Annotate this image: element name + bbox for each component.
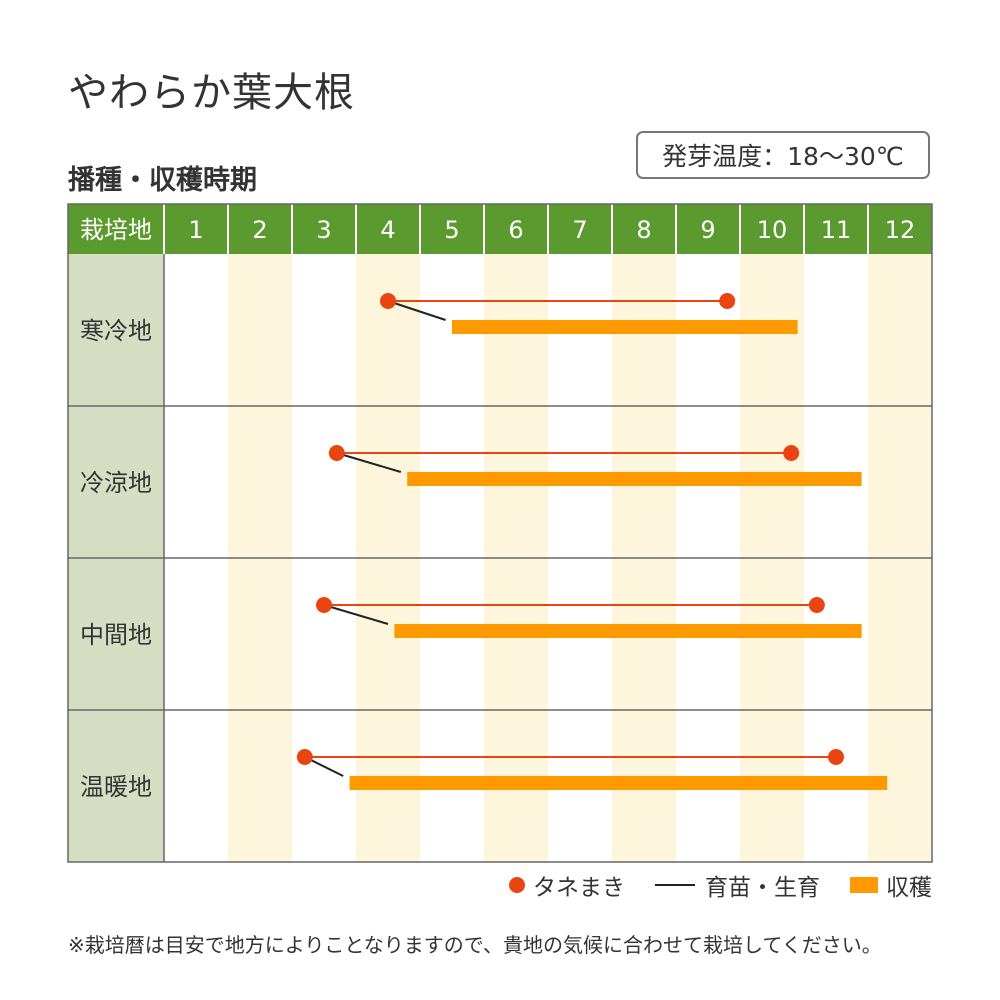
legend-harvest: 収穫 <box>850 868 932 902</box>
page-title: やわらか葉大根 <box>68 70 355 116</box>
legend-sowing: タネまき <box>509 868 625 902</box>
month-label: 6 <box>508 216 523 244</box>
month-label: 7 <box>572 216 587 244</box>
row-label: 冷涼地 <box>80 469 152 497</box>
legend-seedling-label: 育苗・生育 <box>705 875 820 901</box>
month-label: 8 <box>636 216 651 244</box>
sowing-start-point <box>316 597 332 613</box>
row-label-bg <box>68 710 164 862</box>
legend-seedling: 育苗・生育 <box>655 868 820 902</box>
harvest-bar <box>407 472 862 486</box>
row-label-bg <box>68 558 164 710</box>
harvest-bar <box>452 320 798 334</box>
sowing-end-point <box>783 445 800 461</box>
month-label: 3 <box>316 216 331 244</box>
legend-harvest-label: 収穫 <box>886 875 932 901</box>
legend-sowing-label: タネまき <box>533 875 625 901</box>
chart-border <box>67 203 933 863</box>
row-label: 寒冷地 <box>80 317 152 345</box>
header-row <box>68 204 932 254</box>
footnote: ※栽培暦は目安で地方によりことなりますので、貴地の気候に合わせて栽培してください… <box>68 933 882 957</box>
chart-legend: タネまき 育苗・生育 収穫 <box>0 868 932 902</box>
seedling-line <box>336 452 402 473</box>
month-label: 1 <box>188 216 203 244</box>
month-label: 10 <box>757 216 788 244</box>
header-label: 栽培地 <box>80 216 152 244</box>
sowing-end-point <box>828 749 844 765</box>
row-label-bg <box>68 254 164 406</box>
row-label-bg <box>68 406 164 558</box>
row-label: 中間地 <box>80 621 152 649</box>
seedling-line <box>323 604 389 625</box>
seedling-line-icon <box>655 884 695 886</box>
month-label: 11 <box>821 216 852 244</box>
germination-temp-badge: 発芽温度：18〜30℃ <box>636 131 930 179</box>
sowing-start-point <box>380 293 396 309</box>
month-label: 5 <box>444 216 459 244</box>
sowing-marker-icon <box>509 877 525 893</box>
sowing-end-point <box>808 597 825 613</box>
harvest-bar <box>394 624 862 638</box>
harvest-bar-icon <box>850 877 878 893</box>
row-label: 温暖地 <box>80 773 152 801</box>
month-label: 2 <box>252 216 267 244</box>
month-label: 4 <box>380 216 395 244</box>
sowing-end-point <box>719 293 736 309</box>
month-label: 9 <box>700 216 715 244</box>
sowing-start-point <box>296 749 313 765</box>
chart-subtitle: 播種・収穫時期 <box>68 165 257 196</box>
seedling-line <box>387 300 446 321</box>
month-label: 12 <box>885 216 916 244</box>
sowing-start-point <box>328 445 345 461</box>
harvest-bar <box>349 776 888 790</box>
